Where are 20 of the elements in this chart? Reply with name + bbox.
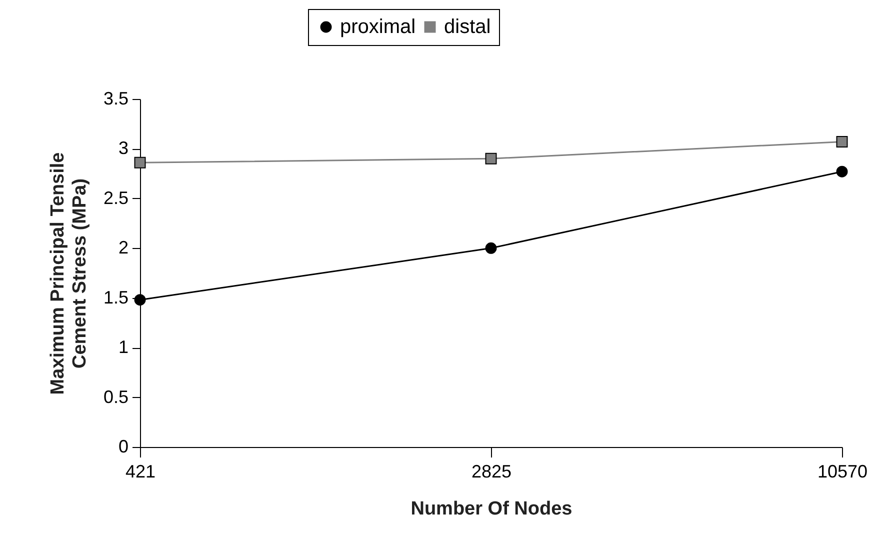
x-tick-label: 421 [125, 462, 156, 482]
y-tick-label: 0 [118, 436, 128, 456]
y-tick-label: 1.5 [103, 287, 128, 308]
point [485, 152, 497, 164]
x-tick-label: 10570 [817, 462, 868, 482]
y-tick-label: 3 [118, 138, 128, 158]
legend-label: proximal [340, 16, 416, 38]
point [836, 166, 848, 178]
point [134, 156, 146, 168]
x-axis-title: Number Of Nodes [410, 498, 572, 520]
y-tick-label: 3.5 [103, 88, 128, 108]
y-tick-label: 1 [118, 337, 128, 358]
y-tick-label: 0.5 [103, 386, 128, 407]
y-tick-label: 2.5 [103, 188, 128, 208]
point [836, 136, 848, 148]
x-tick-label: 2825 [471, 462, 512, 482]
y-tick-label: 2 [118, 238, 128, 258]
legend-label: distal [444, 16, 491, 38]
point [485, 242, 497, 254]
y-axis-title: Maximum Principal Tensile Cement Stress (MPa) [47, 152, 90, 395]
